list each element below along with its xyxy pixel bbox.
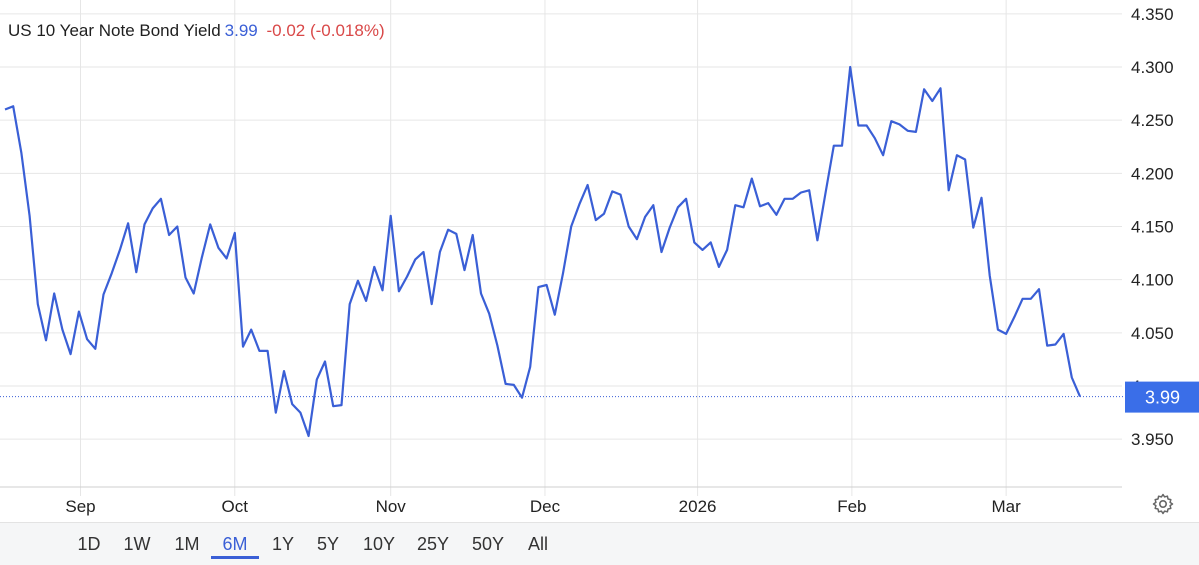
- instrument-name: US 10 Year Note Bond Yield: [8, 21, 221, 40]
- range-selector: 1D 1W 1M 6M 1Y 5Y 10Y 25Y 50Y All: [0, 522, 1199, 565]
- gear-icon[interactable]: [1151, 492, 1175, 516]
- chart-title: US 10 Year Note Bond Yield 3.99 -0.02 (-0…: [8, 21, 389, 41]
- range-button-1d[interactable]: 1D: [77, 534, 101, 554]
- y-tick-label: 4.300: [1131, 58, 1174, 77]
- last-value-label: 3.99: [1125, 381, 1199, 413]
- range-button-50y[interactable]: 50Y: [471, 534, 505, 554]
- last-value-label-bg: [1125, 381, 1199, 413]
- y-tick-label: 4.350: [1131, 5, 1174, 24]
- x-axis-ticks: Sep Oct Nov Dec 2026 Feb Mar: [65, 497, 1021, 516]
- last-value: 3.99: [224, 21, 258, 40]
- series-line[interactable]: [4, 65, 1082, 438]
- x-tick-label: Sep: [65, 497, 95, 516]
- y-tick-label: 4.100: [1131, 271, 1174, 290]
- x-tick-label: Dec: [530, 497, 561, 516]
- range-button-25y[interactable]: 25Y: [416, 534, 450, 554]
- x-tick-label: 2026: [679, 497, 717, 516]
- range-button-10y[interactable]: 10Y: [362, 534, 396, 554]
- range-button-5y[interactable]: 5Y: [316, 534, 340, 554]
- y-tick-label: 4.250: [1131, 111, 1174, 130]
- yield-chart[interactable]: Sep Oct Nov Dec 2026 Feb Mar 4.350 4.300 4.250 4.…: [0, 0, 1199, 522]
- last-value-label-text: 3.99: [1145, 388, 1180, 408]
- x-tick-label: Oct: [222, 497, 249, 516]
- range-button-1y[interactable]: 1Y: [271, 534, 295, 554]
- y-tick-label: 4.150: [1131, 217, 1174, 236]
- range-button-1w[interactable]: 1W: [123, 534, 151, 554]
- y-tick-label: 3.950: [1131, 430, 1174, 449]
- range-button-1m[interactable]: 1M: [174, 534, 200, 554]
- y-tick-label: 4.200: [1131, 164, 1174, 183]
- range-button-all[interactable]: All: [527, 534, 548, 554]
- x-tick-label: Nov: [376, 497, 407, 516]
- range-button-6m[interactable]: 6M: [211, 529, 259, 559]
- grid-lines: [0, 0, 1122, 496]
- x-tick-label: Mar: [992, 497, 1022, 516]
- y-tick-label: 4.050: [1131, 324, 1174, 343]
- x-tick-label: Feb: [837, 497, 866, 516]
- change-value: -0.02 (-0.018%): [266, 21, 385, 40]
